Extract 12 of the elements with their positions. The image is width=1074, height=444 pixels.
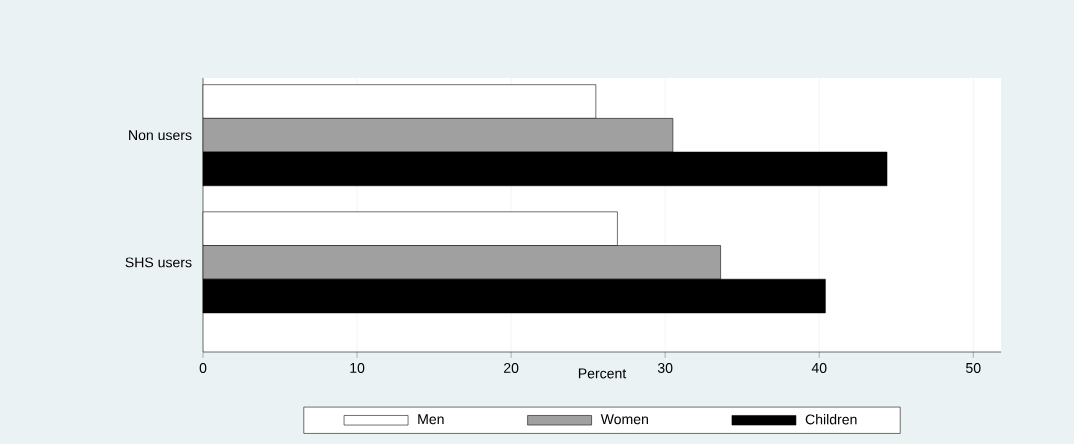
x-axis-title: Percent [578, 368, 627, 379]
y-tick-label: Non users [129, 130, 192, 141]
x-tick-label: 10 [350, 362, 365, 373]
legend-label: Children [805, 414, 857, 425]
x-tick-label: 0 [199, 362, 207, 373]
x-tick-label: 30 [657, 362, 673, 373]
y-tick-label: SHS users [125, 257, 192, 268]
legend-label: Women [600, 414, 648, 425]
x-tick-label: 40 [811, 362, 827, 373]
x-tick-label: 20 [504, 362, 519, 373]
x-tick-label: 50 [966, 362, 981, 373]
legend-label: Men [418, 414, 444, 425]
